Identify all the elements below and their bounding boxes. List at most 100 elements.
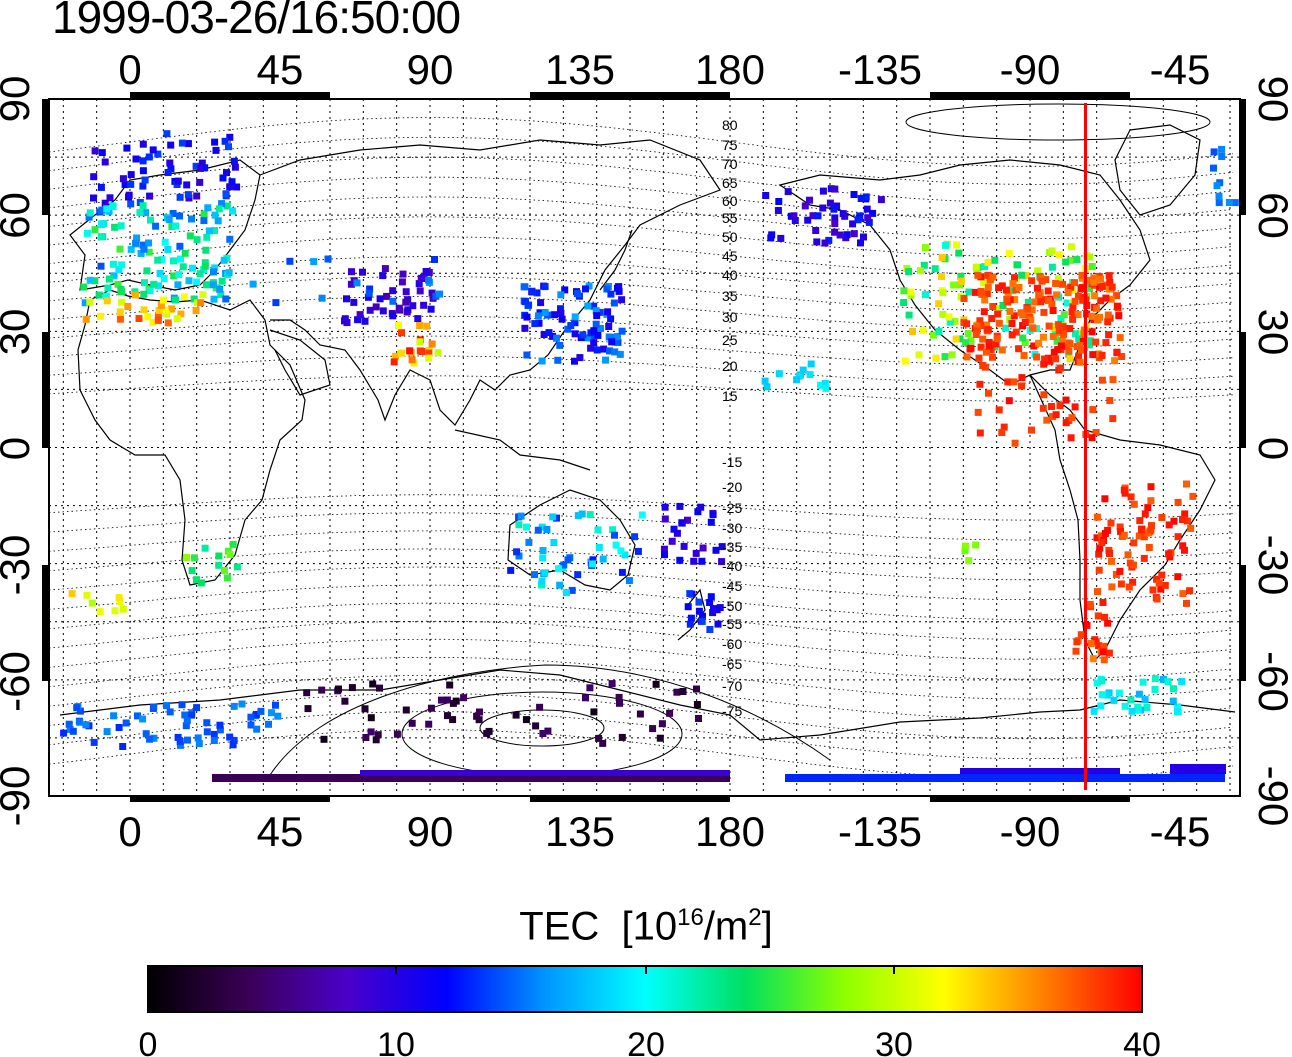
colorbar-tick-label: 0: [139, 1026, 158, 1057]
tec-cell: [699, 612, 706, 620]
tec-cell: [636, 710, 644, 718]
frame-bands: [42, 92, 1246, 802]
tec-cell: [286, 257, 294, 265]
tec-cell: [101, 199, 109, 207]
tec-cell: [1075, 352, 1083, 360]
tec-cell: [436, 290, 443, 298]
tec-cell: [994, 305, 1002, 313]
tec-cell: [905, 311, 913, 319]
tec-cell: [534, 526, 542, 534]
tec-cell: [539, 730, 547, 737]
tec-cell: [196, 270, 204, 278]
tec-cell: [141, 176, 149, 184]
contour-line: [48, 584, 1234, 620]
tec-cell: [1153, 575, 1161, 583]
tec-cell: [611, 531, 618, 539]
tec-cell: [692, 549, 700, 557]
tec-cell: [170, 257, 177, 265]
tec-cell: [590, 339, 598, 347]
tec-cell: [203, 728, 211, 736]
tec-cell: [1126, 559, 1134, 567]
tec-cell: [1048, 247, 1056, 255]
tec-cell: [395, 321, 402, 329]
tec-cell: [225, 269, 233, 277]
tec-cell: [1078, 271, 1086, 279]
tec-cell: [1130, 539, 1138, 547]
tec-cell: [558, 315, 566, 323]
tec-cell: [226, 733, 234, 741]
tec-cell: [197, 299, 205, 307]
tec-cell: [994, 310, 1002, 318]
tec-cell: [932, 354, 940, 362]
contour-label: -35: [722, 539, 742, 555]
tec-cell: [1011, 274, 1018, 282]
tec-cell: [215, 552, 223, 560]
tec-cell: [123, 144, 131, 152]
tec-cell: [1030, 342, 1038, 350]
tec-cell: [525, 538, 533, 546]
tec-cell: [215, 561, 223, 569]
tec-cell: [392, 352, 400, 360]
tec-cell: [247, 713, 255, 721]
tec-cell: [362, 734, 370, 741]
tec-cell: [1105, 331, 1113, 339]
tec-cell: [590, 327, 598, 335]
tec-cell: [154, 150, 162, 158]
tec-cell: [219, 174, 227, 182]
tec-cell: [1066, 355, 1074, 363]
contour-line: [48, 117, 1234, 167]
contour-line: [48, 638, 1234, 680]
tec-cell: [1100, 642, 1108, 650]
tec-cell: [181, 711, 189, 719]
tec-cell: [618, 733, 626, 741]
tec-cell: [1060, 330, 1068, 338]
tec-cell: [247, 721, 255, 729]
latitude-label: -60: [1250, 651, 1292, 712]
tec-cell: [865, 218, 873, 226]
tec-cell: [1179, 590, 1187, 598]
tec-cell: [941, 353, 949, 361]
tec-cell: [420, 301, 428, 309]
tec-cell: [132, 239, 140, 247]
tec-cell: [367, 728, 375, 736]
tec-cell: [1066, 340, 1074, 348]
tec-cell: [176, 737, 184, 745]
tec-cell: [678, 519, 686, 527]
tec-cell: [571, 330, 579, 338]
tec-band: [1170, 764, 1226, 774]
tec-cell: [819, 187, 827, 195]
tec-cell: [1098, 282, 1106, 290]
tec-cell: [573, 290, 581, 298]
tec-cell: [1111, 357, 1119, 365]
tec-cell: [139, 140, 147, 148]
tec-cell: [172, 222, 179, 230]
tec-observations: [60, 130, 1239, 782]
tec-cell: [849, 220, 857, 228]
tec-cell: [1135, 690, 1143, 698]
tec-cell: [625, 577, 633, 585]
tec-cell: [608, 338, 616, 346]
tec-cell: [146, 192, 154, 200]
tec-cell: [86, 298, 94, 306]
tec-cell: [228, 178, 236, 186]
tec-cell: [1086, 284, 1094, 292]
tec-cell: [1068, 414, 1076, 422]
tec-cell: [523, 313, 531, 321]
tec-cell: [1102, 339, 1110, 347]
tec-cell: [592, 307, 600, 315]
tec-cell: [192, 307, 200, 315]
tec-cell: [193, 576, 200, 584]
tec-cell: [160, 296, 167, 304]
tec-cell: [605, 323, 613, 330]
tec-cell: [1090, 707, 1098, 715]
latitude-label: -30: [1250, 535, 1292, 596]
tec-cell: [989, 303, 997, 310]
tec-cell: [564, 325, 572, 333]
tec-cell: [1218, 145, 1226, 153]
tec-cell: [210, 268, 217, 276]
tec-cell: [427, 704, 435, 712]
tec-cell: [422, 268, 430, 275]
tec-cell: [706, 626, 714, 633]
tec-cell: [354, 316, 362, 324]
tec-band: [960, 768, 1120, 774]
